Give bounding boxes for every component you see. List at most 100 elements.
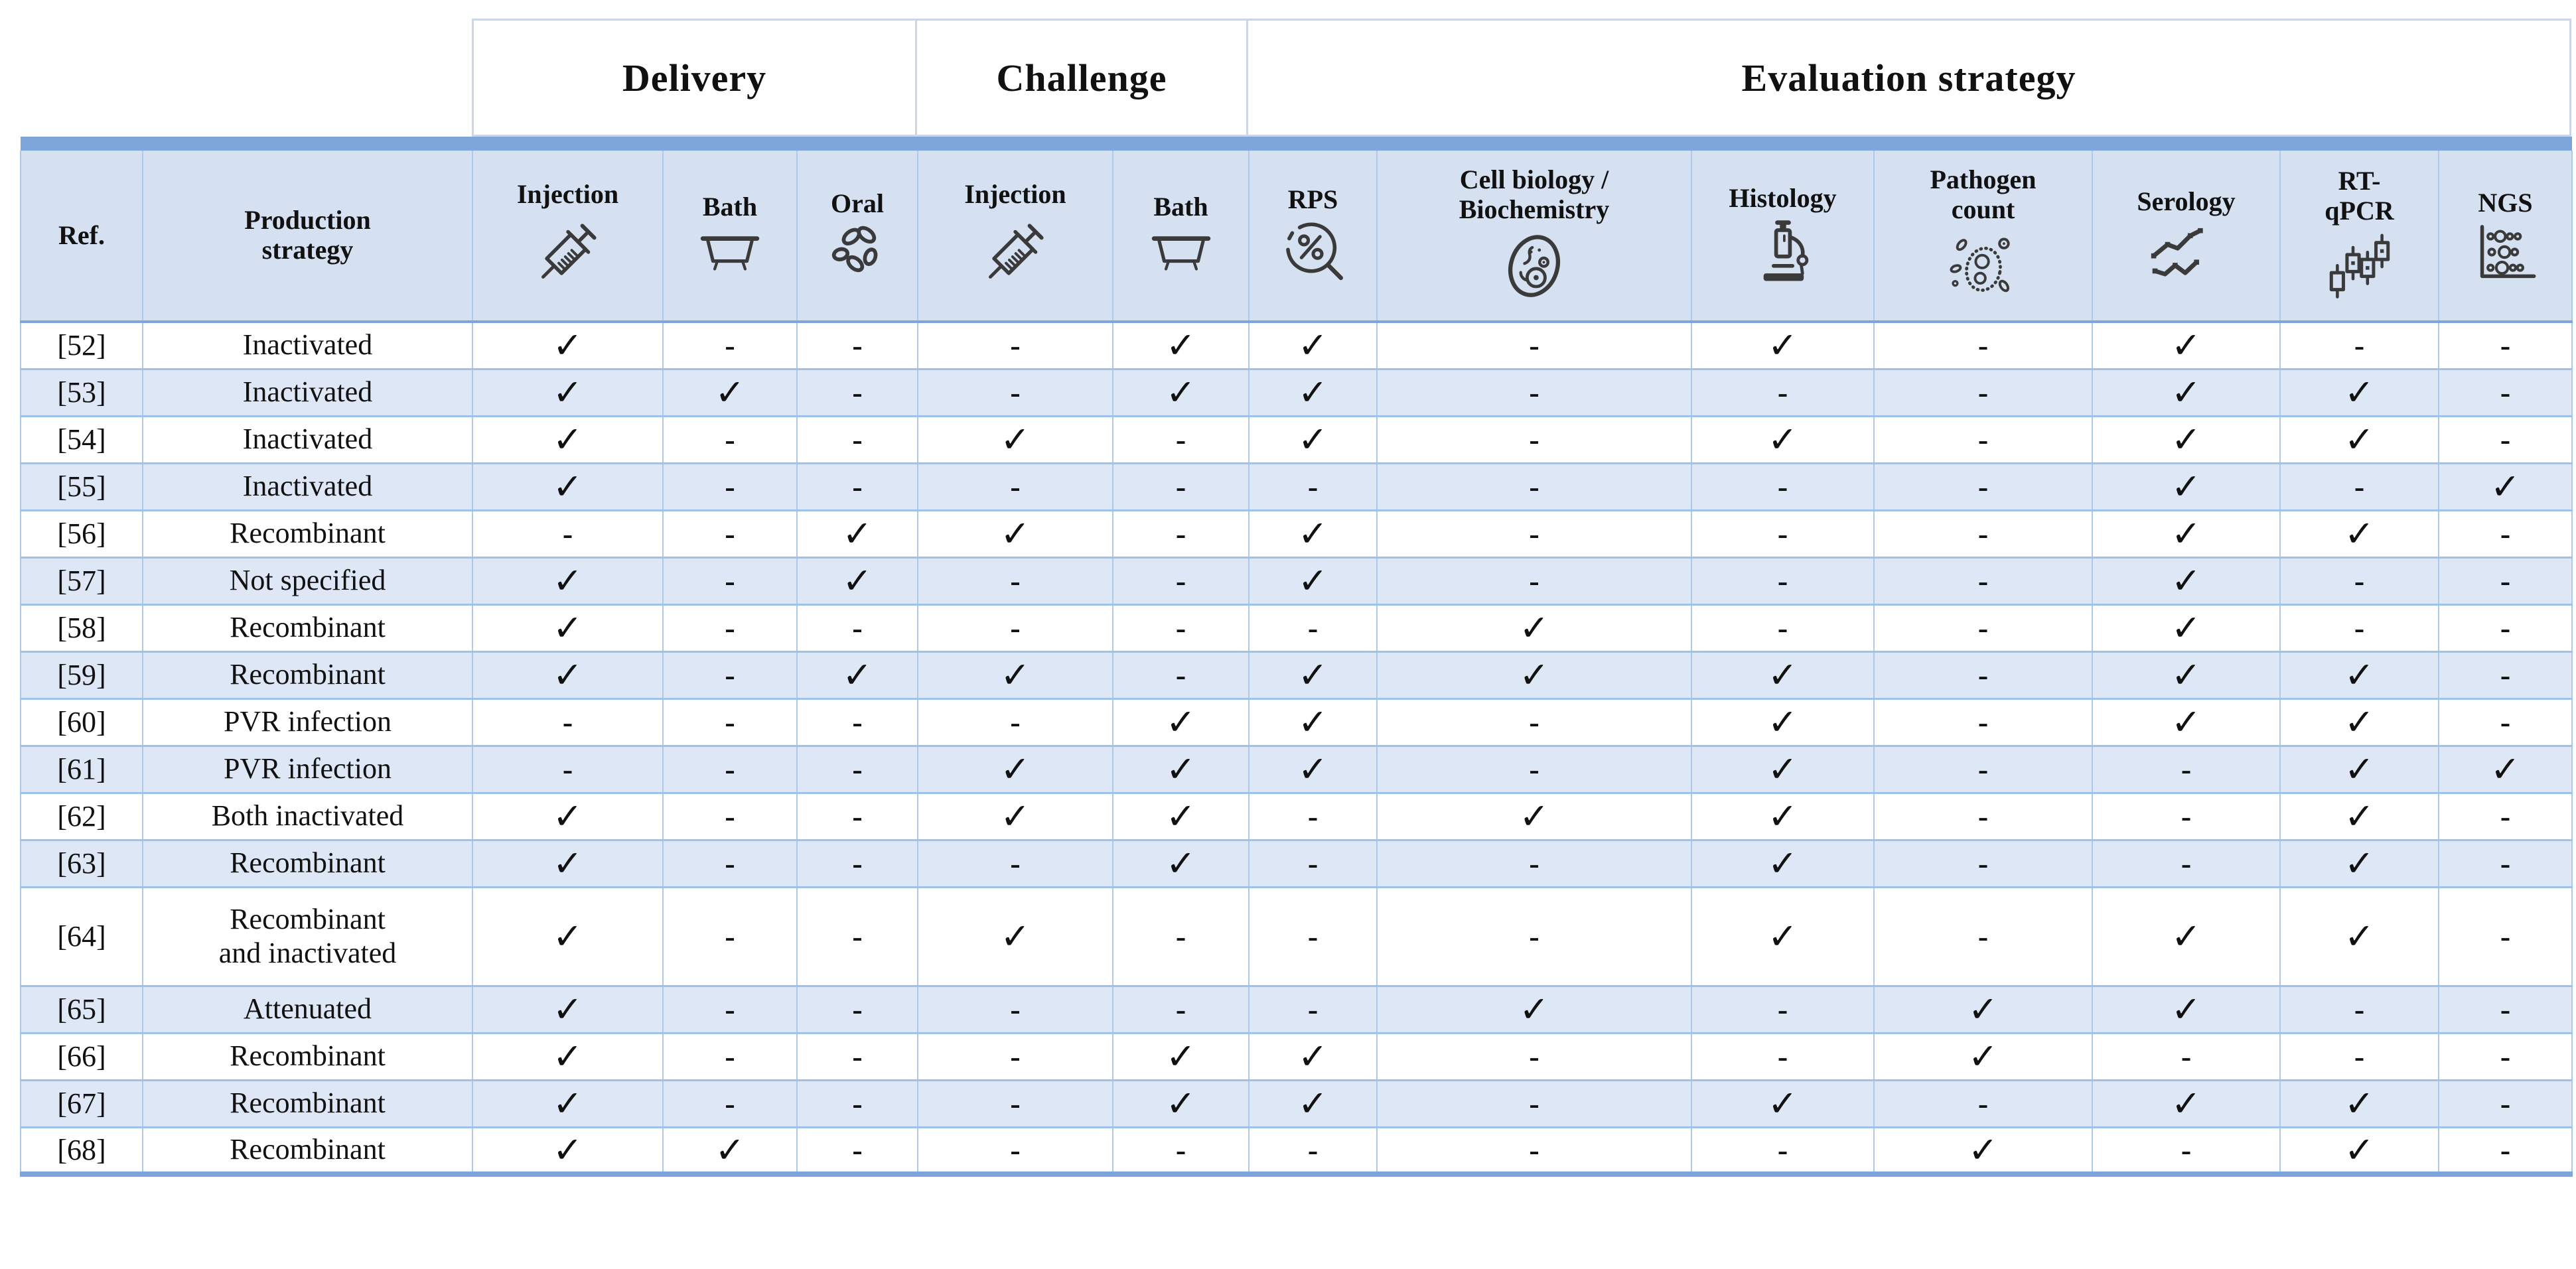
dash-mark: - (1977, 517, 1989, 551)
dash-mark: - (2181, 799, 2192, 833)
mark-cell-delivery_oral: - (796, 1126, 918, 1177)
dash-mark: - (2500, 919, 2511, 953)
dash-mark: - (562, 752, 573, 786)
check-mark: ✓ (2344, 750, 2375, 789)
ref-cell: [68] (20, 1126, 143, 1177)
production-strategy-cell: PVR infection (142, 744, 473, 794)
production-strategy-cell: Inactivated (142, 320, 473, 370)
ref-cell: [54] (20, 415, 143, 464)
check-mark: ✓ (1000, 420, 1031, 460)
dash-mark: - (1777, 375, 1788, 409)
dash-mark: - (852, 846, 863, 880)
mark-cell-ngs: - (2438, 886, 2573, 987)
dash-mark: - (1175, 919, 1186, 953)
production-strategy-cell: Recombinant (142, 509, 473, 559)
mark-cell-delivery_oral: ✓ (796, 556, 918, 606)
column-label-ref: Ref. (58, 220, 105, 250)
column-header-pathogen_count: Pathogen count (1873, 151, 2093, 323)
mark-cell-challenge_injection: ✓ (917, 650, 1113, 700)
microscope-icon (1763, 220, 1808, 281)
group-label: Challenge (996, 56, 1167, 100)
dash-mark: - (1977, 375, 1989, 409)
mark-cell-challenge_bath: ✓ (1112, 320, 1250, 370)
group-label: Delivery (622, 56, 767, 100)
ref-cell: [65] (20, 984, 143, 1034)
mark-cell-serology: - (2092, 838, 2281, 888)
dash-mark: - (852, 470, 863, 503)
check-mark: ✓ (1519, 990, 1549, 1030)
ref-cell: [66] (20, 1032, 143, 1081)
mark-cell-histology: ✓ (1691, 1079, 1875, 1128)
dash-mark: - (1175, 992, 1186, 1026)
column-header-challenge_bath: Bath (1112, 151, 1250, 323)
mark-cell-cell_biology: - (1376, 1032, 1692, 1081)
dash-mark: - (1175, 470, 1186, 503)
mark-cell-histology: ✓ (1691, 838, 1875, 888)
column-header-serology: Serology (2092, 151, 2281, 323)
check-mark: ✓ (1297, 561, 1328, 601)
column-header-ref: Ref. (20, 151, 143, 323)
dash-mark: - (2500, 1132, 2511, 1167)
ref-cell: [64] (20, 886, 143, 987)
dash-mark: - (725, 1087, 735, 1120)
table-row: [62] Both inactivated ✓ - - ✓ ✓ - ✓ ✓ - - ✓ - (20, 791, 2573, 841)
mark-cell-challenge_injection: - (917, 367, 1113, 417)
dash-mark: - (2500, 658, 2511, 692)
production-strategy-cell: Recombinant (142, 838, 473, 888)
production-strategy-cell: Inactivated (142, 462, 473, 511)
mark-cell-delivery_oral: - (796, 697, 918, 747)
table-row: [60] PVR infection - - - - ✓ ✓ - ✓ - ✓ ✓ - (20, 697, 2573, 747)
check-mark: ✓ (552, 420, 583, 460)
mark-cell-rps: ✓ (1248, 415, 1378, 464)
dash-mark: - (852, 752, 863, 786)
mark-cell-cell_biology: - (1376, 415, 1692, 464)
column-label-delivery_bath: Bath (702, 191, 758, 222)
check-mark: ✓ (552, 326, 583, 366)
mark-cell-pathogen_count: - (1873, 650, 2093, 700)
dash-mark: - (562, 705, 573, 739)
column-label-challenge_bath: Bath (1153, 191, 1208, 222)
header-accent-band (21, 137, 2572, 151)
mark-cell-delivery_bath: - (662, 886, 798, 987)
mark-cell-cell_biology: ✓ (1376, 603, 1692, 653)
dash-mark: - (1010, 564, 1021, 598)
column-header-row: Ref. Production strategy Injection Bath Or… (20, 151, 2573, 323)
dash-mark: - (725, 752, 735, 786)
mark-cell-delivery_bath: - (662, 744, 798, 794)
check-mark: ✓ (1968, 1130, 1999, 1170)
dash-mark: - (1529, 919, 1539, 953)
production-strategy-cell: Recombinant (142, 1079, 473, 1128)
mark-cell-challenge_bath: - (1112, 509, 1250, 559)
mark-cell-delivery_bath: - (662, 791, 798, 841)
group-header-delivery: Delivery (472, 19, 917, 137)
check-mark: ✓ (1000, 750, 1031, 789)
mark-cell-pathogen_count: - (1873, 838, 2093, 888)
check-mark: ✓ (1519, 655, 1549, 695)
check-mark: ✓ (1767, 844, 1798, 884)
dash-mark: - (2500, 517, 2511, 551)
check-mark: ✓ (2171, 420, 2202, 460)
production-strategy-cell: Attenuated (142, 984, 473, 1034)
mark-cell-cell_biology: - (1376, 367, 1692, 417)
check-mark: ✓ (1767, 420, 1798, 460)
mark-cell-serology: ✓ (2092, 462, 2281, 511)
check-mark: ✓ (2171, 514, 2202, 554)
production-strategy-cell: Not specified (142, 556, 473, 606)
check-mark: ✓ (2344, 1084, 2375, 1124)
dash-mark: - (725, 705, 735, 739)
mark-cell-challenge_bath: - (1112, 603, 1250, 653)
column-label-rt_qpcr: RT- qPCR (2325, 166, 2394, 226)
mark-cell-rps: ✓ (1248, 1079, 1378, 1128)
dash-mark: - (1529, 1132, 1539, 1167)
mark-cell-delivery_oral: - (796, 1032, 918, 1081)
mark-cell-delivery_bath: - (662, 603, 798, 653)
column-label-production: Production strategy (244, 205, 371, 265)
mark-cell-serology: ✓ (2092, 697, 2281, 747)
table-row: [64] Recombinant and inactivated ✓ - - ✓ - - - ✓ -… (20, 886, 2573, 987)
column-header-cell_biology: Cell biology / Biochemistry (1376, 151, 1692, 323)
mark-cell-delivery_oral: - (796, 744, 918, 794)
mark-cell-rt_qpcr: - (2279, 462, 2439, 511)
mark-cell-rps: ✓ (1248, 509, 1378, 559)
column-label-ngs: NGS (2478, 187, 2533, 218)
mark-cell-rt_qpcr: - (2279, 603, 2439, 653)
